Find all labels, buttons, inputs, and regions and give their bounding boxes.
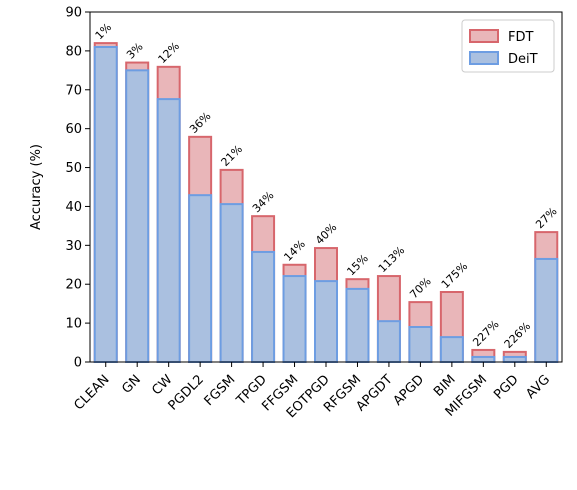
y-tick-label: 60 <box>65 122 82 137</box>
bar <box>502 355 527 364</box>
bar <box>219 203 244 363</box>
x-tick-label: FGSM <box>202 372 239 409</box>
bar <box>345 287 370 363</box>
bar <box>376 320 401 363</box>
bar <box>156 98 181 363</box>
y-tick-label: 80 <box>65 44 82 59</box>
x-tick-label: GN <box>119 372 144 397</box>
y-tick-label: 50 <box>65 161 82 176</box>
legend-label: DeiT <box>508 52 538 67</box>
bar <box>314 280 338 363</box>
y-tick-label: 0 <box>74 356 82 371</box>
improvement-label: 113% <box>376 244 407 275</box>
improvement-label: 70% <box>407 275 433 301</box>
y-tick-label: 40 <box>65 200 82 215</box>
legend-swatch <box>469 29 499 43</box>
improvement-label: 3% <box>124 40 146 62</box>
bar <box>439 336 464 364</box>
x-tick-label: PGDL2 <box>166 372 207 413</box>
improvement-label: 226% <box>502 320 533 351</box>
bar <box>408 326 433 363</box>
x-tick-label: BIM <box>431 372 459 400</box>
bar <box>125 69 150 363</box>
bar <box>188 194 213 363</box>
bar <box>251 250 276 363</box>
improvement-label: 12% <box>156 39 182 65</box>
improvement-label: 14% <box>281 237 307 263</box>
plot-frame <box>89 11 563 363</box>
y-tick-label: 70 <box>65 83 82 98</box>
y-tick-label: 10 <box>65 317 82 332</box>
improvement-label: 27% <box>533 205 559 231</box>
bar <box>93 46 118 363</box>
x-tick-label: CW <box>149 372 175 398</box>
legend-label: FDT <box>508 30 533 45</box>
improvement-label: 15% <box>344 252 370 278</box>
improvement-label: 36% <box>187 109 213 135</box>
bar <box>282 275 307 363</box>
improvement-label: 40% <box>313 221 339 247</box>
improvement-label: 1% <box>93 21 115 43</box>
bar <box>534 257 559 364</box>
legend-swatch <box>469 51 499 65</box>
improvement-label: 175% <box>439 260 470 291</box>
bar <box>471 355 496 364</box>
y-tick-label: 20 <box>65 278 82 293</box>
improvement-label: 227% <box>470 318 501 349</box>
x-tick-label: CLEAN <box>71 372 112 413</box>
y-tick-label: 30 <box>65 239 82 254</box>
x-tick-label: APGD <box>391 372 428 409</box>
legend: FDT DeiT <box>461 19 555 73</box>
improvement-label: 34% <box>250 189 276 215</box>
x-tick-label: AVG <box>523 372 553 402</box>
y-tick-label: 90 <box>65 6 82 21</box>
x-tick-label: PGD <box>491 372 521 402</box>
y-axis-label: Accuracy (%) <box>29 144 44 230</box>
improvement-label: 21% <box>219 143 245 169</box>
